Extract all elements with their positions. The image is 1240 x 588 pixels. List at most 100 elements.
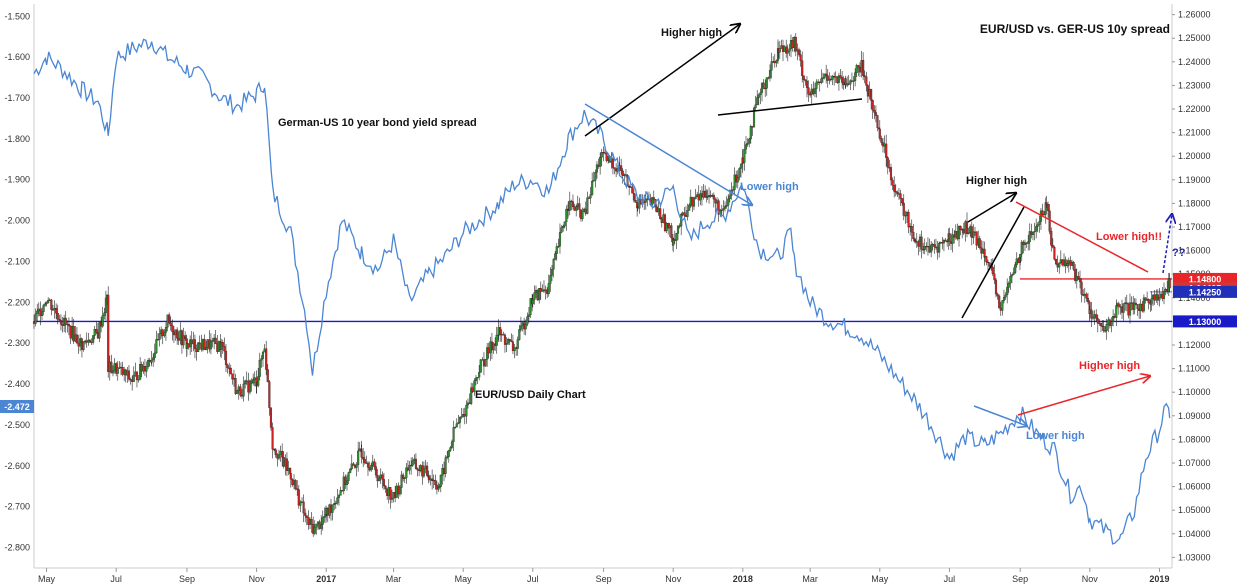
candle-body — [458, 417, 462, 423]
price-tag-label: 1.13000 — [1189, 317, 1222, 327]
candle-body — [101, 315, 104, 327]
price-tag-label: 1.14800 — [1189, 274, 1222, 284]
candle-body — [315, 523, 318, 528]
candle-body — [476, 376, 479, 379]
price-tag-label: 1.14250 — [1189, 287, 1222, 297]
candle-body — [594, 172, 597, 181]
candle-body — [209, 341, 212, 350]
candle-body — [93, 329, 96, 336]
candle-body — [349, 468, 352, 473]
candle-body — [891, 179, 894, 186]
candle-body — [198, 342, 201, 345]
annotation-higher-high-1: Higher high — [661, 27, 722, 39]
candle-body — [1053, 246, 1056, 260]
annotation-higher-high-3: Higher high — [1079, 360, 1140, 372]
higher-high-arrow-2 — [967, 193, 1016, 223]
candle-body — [778, 48, 781, 53]
candle-body — [855, 65, 858, 73]
left-tick-label: -2.400 — [4, 379, 30, 389]
candle-body — [991, 267, 994, 274]
candle-body — [400, 474, 403, 488]
candle-body — [538, 288, 541, 301]
candle-body — [103, 312, 106, 316]
candle-body — [723, 206, 727, 209]
candle-body — [434, 479, 437, 486]
candle-body — [366, 462, 370, 468]
candle-body — [255, 385, 258, 387]
candle-body — [59, 320, 62, 325]
candle-body — [390, 498, 394, 500]
candle-body — [1066, 263, 1069, 267]
left-tick-label: -1.500 — [4, 11, 30, 21]
candle-body — [611, 158, 614, 168]
candle-body — [36, 310, 39, 315]
candle-body — [854, 72, 857, 81]
candle-body — [67, 323, 70, 327]
candle-body — [837, 75, 840, 83]
candle-body — [439, 475, 442, 487]
lower-high-red-line — [1015, 201, 1149, 273]
x-axis-ticks: May Jul Sep Nov 2017 Mar May Jul Sep Nov 2018 Mar Ma… — [38, 568, 1169, 584]
candle-body — [107, 294, 110, 372]
candle-body — [305, 515, 308, 518]
candle-body — [581, 210, 584, 219]
candle-body — [345, 480, 349, 486]
candle-body — [688, 204, 691, 211]
candle-body — [478, 372, 481, 378]
candle-body — [746, 142, 749, 145]
right-tick-label: 1.22000 — [1178, 104, 1211, 114]
x-tick-label: Sep — [179, 574, 195, 584]
candle-body — [865, 76, 868, 86]
candle-body — [426, 465, 429, 476]
candle-body — [373, 461, 376, 467]
candle-body — [1150, 298, 1153, 305]
candle-body — [310, 519, 313, 525]
candle-body — [75, 334, 78, 344]
right-tick-label: 1.21000 — [1178, 128, 1211, 138]
candle-body — [184, 335, 187, 339]
candle-body — [1110, 321, 1113, 326]
candle-body — [1168, 278, 1171, 289]
candle-body — [98, 322, 101, 339]
candle-body — [1091, 317, 1095, 319]
candle-body — [470, 387, 473, 404]
left-tick-label: -1.900 — [4, 175, 30, 185]
candle-body — [460, 416, 463, 418]
candle-body — [1096, 318, 1099, 324]
candle-body — [323, 515, 326, 518]
candle-body — [914, 240, 917, 243]
candle-body — [274, 449, 277, 456]
candle-body — [1125, 302, 1128, 305]
candle-body — [686, 210, 689, 217]
candle-body — [712, 194, 715, 200]
candle-body — [857, 65, 860, 68]
candle-body — [281, 451, 284, 458]
candle-body — [912, 232, 915, 240]
candle-body — [363, 458, 366, 464]
left-tick-label: -2.000 — [4, 216, 30, 226]
candle-body — [297, 489, 300, 506]
candle-body — [1054, 259, 1058, 265]
candle-body — [788, 48, 791, 52]
candle-body — [454, 426, 457, 428]
candle-body — [1009, 275, 1012, 284]
candle-body — [886, 157, 889, 168]
candle-body — [529, 298, 532, 315]
candle-body — [135, 371, 139, 381]
candle-body — [621, 170, 624, 176]
candle-body — [242, 383, 245, 397]
candle-body — [313, 526, 316, 534]
candle-body — [920, 236, 923, 250]
candle-body — [547, 283, 550, 294]
candle-body — [944, 239, 947, 242]
candle-body — [813, 88, 817, 94]
candle-body — [1162, 290, 1166, 299]
x-tick-label: Nov — [249, 574, 266, 584]
candle-body — [820, 78, 823, 83]
candle-body — [484, 359, 487, 367]
candle-body — [632, 193, 635, 201]
candle-body — [403, 477, 406, 479]
candle-body — [1001, 300, 1004, 311]
candle-body — [599, 157, 602, 167]
candle-body — [957, 226, 961, 240]
